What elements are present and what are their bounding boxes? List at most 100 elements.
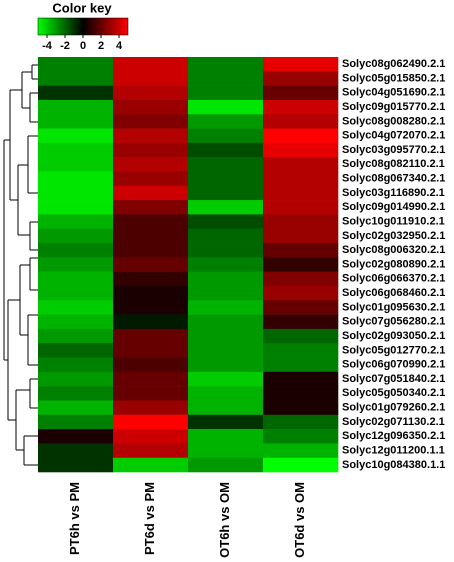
heat-cell bbox=[263, 243, 339, 258]
heat-cell bbox=[38, 429, 114, 444]
heat-cell bbox=[38, 357, 114, 373]
heat-cell bbox=[113, 300, 189, 315]
row-label: Solyc01g095630.2.1 bbox=[342, 301, 445, 313]
heat-cell bbox=[263, 157, 339, 172]
heat-cell bbox=[113, 271, 189, 287]
key-tick-label: -2 bbox=[60, 40, 70, 52]
heat-cell bbox=[113, 414, 189, 430]
heat-cell bbox=[188, 99, 264, 115]
heat-cell bbox=[263, 71, 339, 86]
heat-cell bbox=[188, 457, 264, 473]
row-label: Solyc10g084380.1.1 bbox=[342, 459, 445, 471]
heat-cell bbox=[38, 400, 114, 416]
heat-cell bbox=[38, 328, 114, 344]
heat-cell bbox=[113, 314, 189, 330]
row-label: Solyc04g072070.2.1 bbox=[342, 130, 445, 142]
heat-cell bbox=[38, 300, 114, 315]
row-label: Solyc08g006320.2.1 bbox=[342, 244, 445, 256]
row-label: Solyc06g066370.2.1 bbox=[342, 273, 445, 285]
heat-cell bbox=[38, 214, 114, 230]
row-label: Solyc10g011910.2.1 bbox=[342, 215, 445, 227]
row-label: Solyc07g051840.2.1 bbox=[342, 373, 445, 385]
heat-cell bbox=[113, 142, 189, 158]
column-label: OT6h vs OM bbox=[217, 482, 232, 558]
column-label: PT6h vs PM bbox=[67, 482, 82, 555]
heat-cell bbox=[263, 314, 339, 330]
column-label: OT6d vs OM bbox=[292, 482, 307, 558]
heat-cell bbox=[263, 171, 339, 187]
heat-cell bbox=[263, 257, 339, 272]
heat-cell bbox=[113, 57, 189, 72]
heat-cell bbox=[263, 457, 339, 473]
heat-cell bbox=[38, 414, 114, 430]
heat-cell bbox=[38, 271, 114, 287]
key-tick-label: -4 bbox=[42, 40, 53, 52]
heat-cell bbox=[38, 57, 114, 72]
heat-cell bbox=[38, 257, 114, 272]
key-tick-label: 4 bbox=[116, 40, 123, 52]
heat-cell bbox=[188, 128, 264, 144]
heat-cell bbox=[113, 328, 189, 344]
heat-cell bbox=[188, 285, 264, 301]
column-label: PT6d vs PM bbox=[142, 482, 157, 555]
heat-cell bbox=[188, 71, 264, 86]
heat-cell bbox=[113, 128, 189, 144]
row-label: Solyc09g015770.2.1 bbox=[342, 101, 445, 113]
heat-cell bbox=[263, 357, 339, 373]
row-label: Solyc05g012770.2.1 bbox=[342, 344, 445, 356]
row-label: Solyc04g051690.2.1 bbox=[342, 87, 445, 99]
heat-cell bbox=[113, 400, 189, 416]
heat-cell bbox=[188, 257, 264, 272]
heat-cell bbox=[38, 285, 114, 301]
row-label: Solyc02g032950.2.1 bbox=[342, 230, 445, 242]
row-label: Solyc05g015850.2.1 bbox=[342, 72, 445, 84]
heat-cell bbox=[263, 114, 339, 129]
heat-cell bbox=[38, 243, 114, 258]
heat-cell bbox=[113, 85, 189, 101]
heat-cell bbox=[38, 99, 114, 115]
heat-cell bbox=[263, 386, 339, 401]
row-label: Solyc12g096350.2.1 bbox=[342, 430, 445, 442]
heat-cell bbox=[263, 343, 339, 358]
heat-cell bbox=[188, 414, 264, 430]
heat-cell bbox=[38, 457, 114, 473]
row-label: Solyc03g095770.2.1 bbox=[342, 144, 445, 156]
row-label: Solyc07g056280.2.1 bbox=[342, 316, 445, 328]
heat-cell bbox=[263, 128, 339, 144]
heat-cell bbox=[188, 386, 264, 401]
heat-cell bbox=[38, 343, 114, 358]
heat-cell bbox=[188, 271, 264, 287]
heat-cell bbox=[263, 142, 339, 158]
row-label: Solyc06g070990.2.1 bbox=[342, 359, 445, 371]
heat-cell bbox=[188, 343, 264, 358]
heat-cell bbox=[38, 228, 114, 244]
heat-cell bbox=[188, 328, 264, 344]
row-label: Solyc08g062490.2.1 bbox=[342, 58, 445, 70]
row-label: Solyc01g079260.2.1 bbox=[342, 402, 445, 414]
heat-cell bbox=[38, 200, 114, 215]
heat-cell bbox=[38, 157, 114, 172]
key-title: Color key bbox=[52, 0, 112, 15]
heat-cell bbox=[38, 114, 114, 129]
row-label: Solyc06g068460.2.1 bbox=[342, 287, 445, 299]
heat-cell bbox=[113, 157, 189, 172]
heat-cell bbox=[263, 228, 339, 244]
heat-cell bbox=[263, 371, 339, 387]
heat-cell bbox=[38, 171, 114, 187]
heat-cell bbox=[113, 285, 189, 301]
heat-cell bbox=[113, 429, 189, 444]
heat-cell bbox=[188, 314, 264, 330]
heat-cell bbox=[263, 85, 339, 101]
heat-cell bbox=[263, 414, 339, 430]
heat-cell bbox=[113, 357, 189, 373]
row-label: Solyc03g116890.2.1 bbox=[342, 187, 445, 199]
heat-cell bbox=[113, 343, 189, 358]
row-label: Solyc02g071130.2.1 bbox=[342, 416, 445, 428]
color-key bbox=[37, 17, 129, 36]
key-tick-label: 0 bbox=[80, 40, 86, 52]
heat-cell bbox=[113, 171, 189, 187]
heat-cell bbox=[188, 157, 264, 172]
heat-cell bbox=[113, 243, 189, 258]
heat-cell bbox=[113, 71, 189, 86]
